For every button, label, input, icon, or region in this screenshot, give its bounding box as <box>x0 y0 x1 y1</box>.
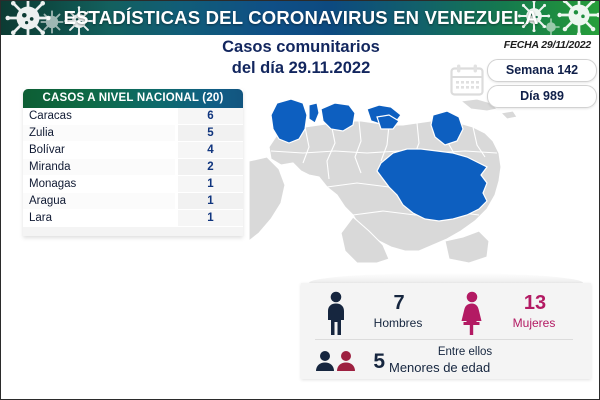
table-cell-state: Aragua <box>23 192 177 210</box>
table-cell-state: Monagas <box>23 175 177 193</box>
mujeres-label: Mujeres <box>512 316 556 330</box>
table-cell-state: Caracas <box>23 108 177 125</box>
coronavirus-icon <box>39 9 65 35</box>
national-cases-table: CASOS A NIVEL NACIONAL (20) Caracas 6 Zuli… <box>23 89 243 236</box>
subtitle-line-2: del día 29.11.2022 <box>231 59 371 77</box>
gender-row: 7 Hombres 13 Mujeres <box>301 287 591 339</box>
hombres-stat: 7 Hombres <box>315 287 445 339</box>
table-cell-state: Bolívar <box>23 141 177 159</box>
header-banner: ESTADÍSTICAS DEL CORONAVIRUS EN VENEZUEL… <box>1 1 599 35</box>
table-cell-count: 1 <box>175 192 243 210</box>
table-footer-strip <box>23 227 243 236</box>
minors-value: 5 <box>373 350 385 373</box>
panel-body: 7 Hombres 13 Mujeres <box>301 283 591 379</box>
coronavirus-icon <box>517 1 551 33</box>
subtitle: Casos comunitarios del día 29.11.2022 <box>151 37 451 79</box>
hombres-label: Hombres <box>373 316 423 330</box>
minors-stat: 5 Entre ellos Menores de edad <box>301 343 591 379</box>
table-cell-state: Zulia <box>23 124 177 142</box>
coronavirus-icon <box>541 17 561 35</box>
coronavirus-icon <box>557 1 599 35</box>
table-cell-count: 2 <box>175 158 243 176</box>
table-row: Caracas 6 <box>23 108 243 125</box>
mujeres-stat: 13 Mujeres <box>451 287 581 339</box>
venezuela-map <box>249 91 517 263</box>
table-cell-count: 6 <box>175 108 243 125</box>
table-cell-count: 5 <box>175 124 243 142</box>
subtitle-line-1: Casos comunitarios <box>222 38 380 56</box>
table-row: Monagas 1 <box>23 175 243 193</box>
table-row: Zulia 5 <box>23 124 243 142</box>
map-highlighted-states <box>270 98 488 222</box>
two-person-bust-icon <box>315 350 357 377</box>
fecha-label: FECHA 29/11/2022 <box>503 39 591 51</box>
table-row: Miranda 2 <box>23 158 243 176</box>
table-row: Bolívar 4 <box>23 141 243 159</box>
table-row: Aragua 1 <box>23 192 243 210</box>
mujeres-value: 13 <box>523 292 547 314</box>
minors-line-2: Menores de edad <box>389 360 491 375</box>
table-cell-count: 1 <box>175 175 243 193</box>
table-cell-state: Lara <box>23 209 177 227</box>
table-cell-count: 4 <box>175 141 243 159</box>
table-row: Lara 1 <box>23 209 243 227</box>
panel-divider <box>315 339 573 340</box>
cases-table-body: Caracas 6 Zulia 5 Bolívar 4 Miranda 2 Monagas 1 Ar… <box>23 108 243 227</box>
minors-line-1: Entre ellos <box>437 346 493 358</box>
table-header: CASOS A NIVEL NACIONAL (20) <box>23 89 243 108</box>
gender-stats-panel: 7 Hombres 13 Mujeres <box>301 273 591 381</box>
semana-badge: Semana 142 <box>487 59 597 82</box>
page-title: ESTADÍSTICAS DEL CORONAVIRUS EN VENEZUEL… <box>63 7 539 28</box>
female-figure-icon <box>459 291 485 340</box>
minors-text: Entre ellos Menores de edad <box>389 345 569 375</box>
calendar-icon <box>449 63 485 102</box>
coronavirus-icon <box>63 5 95 35</box>
hombres-value: 7 <box>393 292 405 314</box>
table-cell-count: 1 <box>175 209 243 227</box>
table-cell-state: Miranda <box>23 158 177 176</box>
dia-badge: Día 989 <box>487 85 597 108</box>
male-figure-icon <box>323 291 349 340</box>
panel-top-shade <box>309 273 583 285</box>
